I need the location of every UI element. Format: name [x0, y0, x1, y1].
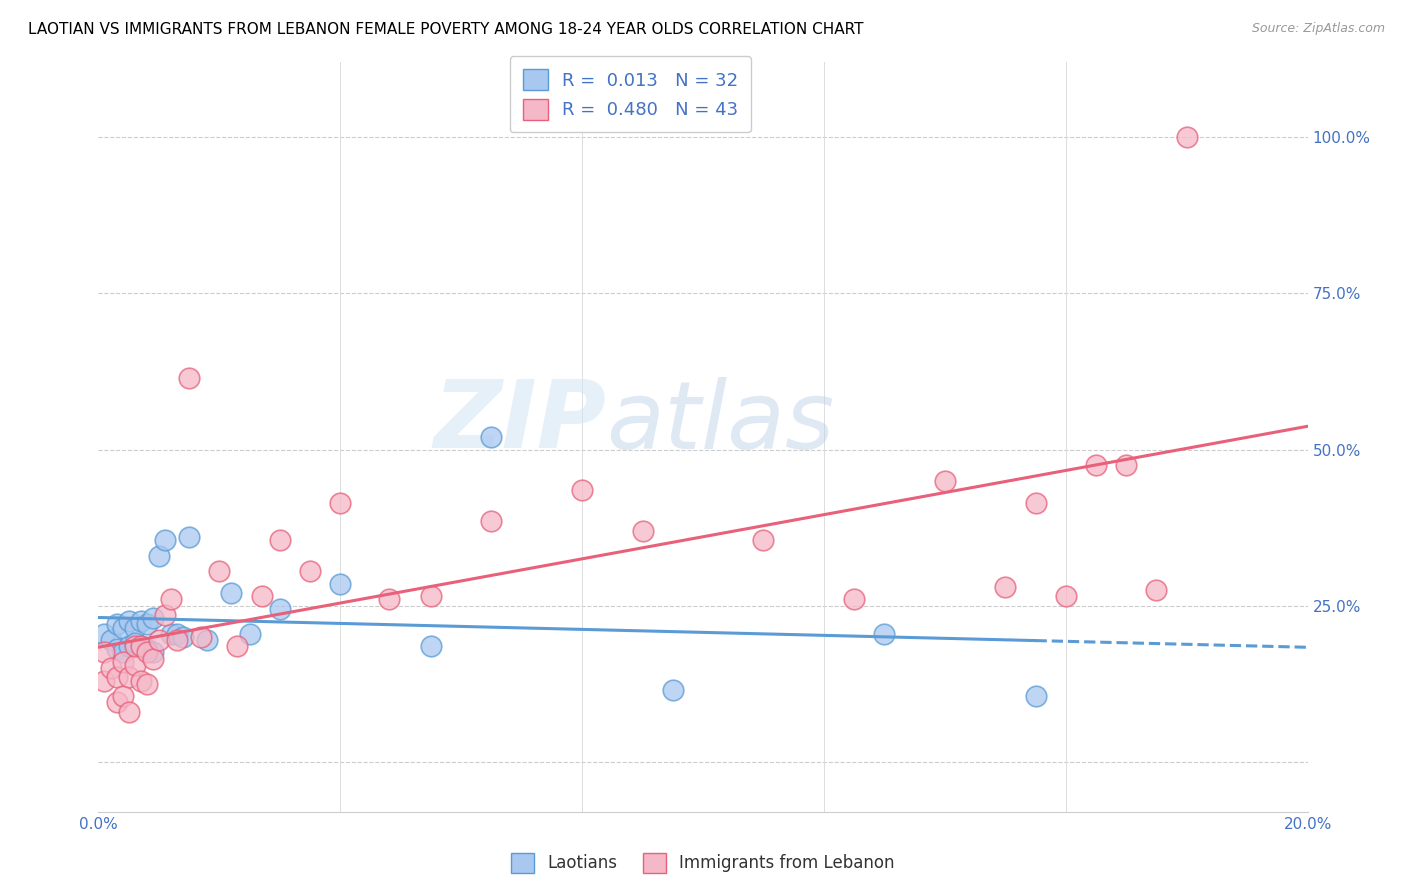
- Point: [420, 590, 443, 604]
- Point: [269, 533, 291, 548]
- Point: [1054, 590, 1077, 604]
- Point: [135, 642, 157, 657]
- Point: [124, 658, 146, 673]
- Point: [105, 671, 128, 685]
- Point: [129, 614, 152, 628]
- Point: [1024, 496, 1046, 510]
- Point: [571, 483, 593, 498]
- Point: [299, 565, 322, 579]
- Point: [160, 627, 183, 641]
- Point: [166, 633, 188, 648]
- Point: [105, 696, 128, 710]
- Text: LAOTIAN VS IMMIGRANTS FROM LEBANON FEMALE POVERTY AMONG 18-24 YEAR OLDS CORRELAT: LAOTIAN VS IMMIGRANTS FROM LEBANON FEMAL…: [28, 22, 863, 37]
- Point: [329, 577, 352, 591]
- Point: [148, 633, 170, 648]
- Point: [111, 621, 134, 635]
- Point: [105, 617, 128, 632]
- Point: [934, 474, 956, 488]
- Point: [481, 430, 503, 444]
- Point: [118, 705, 141, 719]
- Point: [195, 633, 218, 648]
- Point: [129, 673, 152, 688]
- Point: [752, 533, 775, 548]
- Point: [118, 639, 141, 653]
- Point: [221, 586, 243, 600]
- Point: [111, 646, 134, 660]
- Point: [100, 661, 122, 675]
- Point: [179, 530, 201, 544]
- Point: [994, 580, 1017, 594]
- Point: [93, 673, 115, 688]
- Point: [1024, 689, 1046, 703]
- Point: [118, 614, 141, 628]
- Point: [1115, 458, 1137, 473]
- Point: [239, 627, 262, 641]
- Point: [661, 683, 683, 698]
- Point: [172, 630, 194, 644]
- Legend: R =  0.013   N = 32, R =  0.480   N = 43: R = 0.013 N = 32, R = 0.480 N = 43: [510, 56, 751, 133]
- Point: [124, 639, 146, 653]
- Point: [129, 639, 152, 653]
- Point: [135, 646, 157, 660]
- Point: [844, 592, 866, 607]
- Point: [166, 627, 188, 641]
- Point: [377, 592, 399, 607]
- Point: [129, 639, 152, 653]
- Point: [111, 655, 134, 669]
- Point: [148, 549, 170, 563]
- Point: [269, 602, 291, 616]
- Point: [1175, 130, 1198, 145]
- Point: [105, 642, 128, 657]
- Point: [153, 608, 176, 623]
- Point: [124, 621, 146, 635]
- Point: [142, 651, 165, 665]
- Legend: Laotians, Immigrants from Lebanon: Laotians, Immigrants from Lebanon: [505, 847, 901, 880]
- Point: [142, 611, 165, 625]
- Point: [179, 371, 201, 385]
- Point: [226, 639, 249, 653]
- Point: [631, 524, 654, 538]
- Point: [160, 592, 183, 607]
- Point: [873, 627, 896, 641]
- Point: [208, 565, 231, 579]
- Point: [135, 617, 157, 632]
- Point: [142, 646, 165, 660]
- Point: [420, 639, 443, 653]
- Point: [1144, 583, 1167, 598]
- Point: [153, 533, 176, 548]
- Point: [93, 646, 115, 660]
- Point: [135, 676, 157, 690]
- Point: [1085, 458, 1108, 473]
- Point: [100, 633, 122, 648]
- Point: [111, 689, 134, 703]
- Point: [329, 496, 352, 510]
- Point: [124, 636, 146, 650]
- Point: [190, 630, 212, 644]
- Point: [118, 671, 141, 685]
- Text: ZIP: ZIP: [433, 376, 606, 468]
- Text: Source: ZipAtlas.com: Source: ZipAtlas.com: [1251, 22, 1385, 36]
- Text: atlas: atlas: [606, 376, 835, 467]
- Point: [93, 627, 115, 641]
- Point: [250, 590, 273, 604]
- Point: [481, 514, 503, 528]
